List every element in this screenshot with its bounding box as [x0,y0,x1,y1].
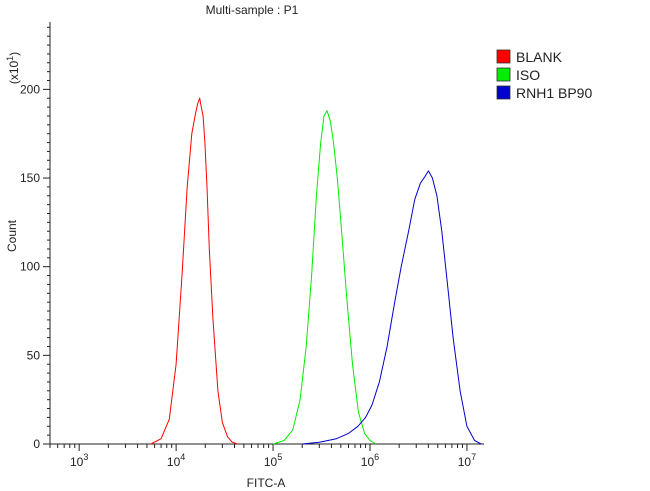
x-tick-base: 10 [167,455,181,469]
x-tick-exponent: 6 [374,452,379,462]
y-multiplier-label: (x101) [5,52,21,84]
x-tick-label: 107 [458,452,476,469]
series-line-rnh1-bp90 [302,170,482,445]
x-tick-base: 10 [70,455,84,469]
y-tick-label: 100 [20,260,40,274]
x-tick-label: 103 [70,452,88,469]
legend-swatch [496,67,511,82]
y-multiplier-prefix: (x10 [7,61,21,85]
legend-label: RNH1 BP90 [516,85,592,101]
x-tick-base: 10 [458,455,472,469]
legend-swatch [496,49,511,64]
y-multiplier-exponent: 1 [5,56,15,61]
y-axis-title: Count [5,219,19,252]
y-tick-label: 200 [20,82,40,96]
x-axis-ticks: 103 104 105 106 107 [49,444,476,469]
x-tick-label: 106 [361,452,379,469]
legend: BLANK ISO RNH1 BP90 [496,49,592,101]
y-tick-label: 50 [27,348,41,362]
x-tick-exponent: 7 [471,452,476,462]
x-tick-base: 10 [264,455,278,469]
y-axis-ticks: 0 50 100 150 200 [20,26,50,451]
y-multiplier-suffix: ) [7,52,21,56]
series-line-blank [150,97,238,445]
chart-title: Multi-sample : P1 [206,3,299,17]
x-tick-exponent: 5 [277,452,282,462]
legend-label: BLANK [516,49,563,65]
x-tick-base: 10 [361,455,375,469]
legend-swatch [496,85,511,100]
y-tick-label: 0 [33,437,40,451]
x-tick-exponent: 4 [180,452,185,462]
legend-label: ISO [516,67,540,83]
x-tick-label: 105 [264,452,282,469]
x-axis-title: FITC-A [247,476,286,490]
x-tick-label: 104 [167,452,185,469]
series-lines [150,97,482,445]
y-tick-label: 150 [20,171,40,185]
series-line-iso [272,110,377,445]
svg-text:(x101): (x101) [5,52,21,84]
x-tick-exponent: 3 [83,452,88,462]
